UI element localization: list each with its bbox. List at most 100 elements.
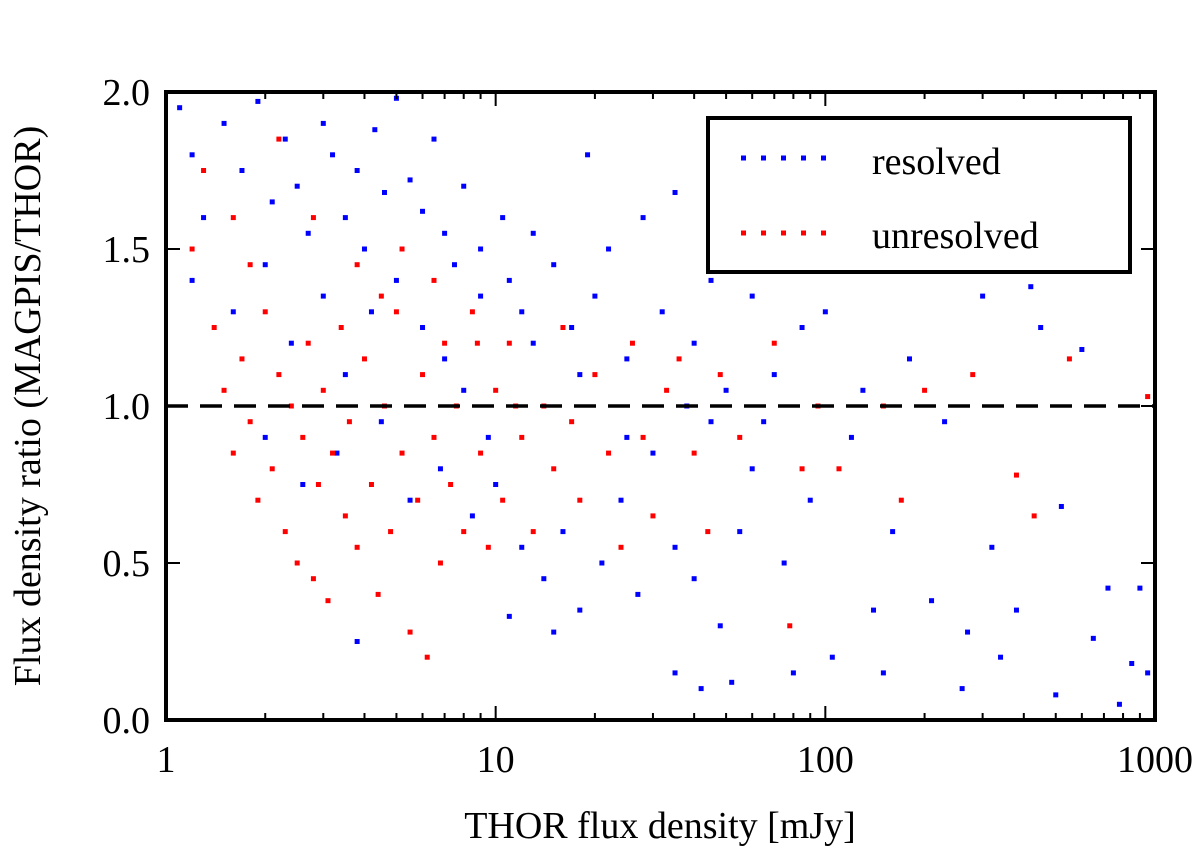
point-unresolved <box>375 591 381 597</box>
point-resolved <box>606 246 612 252</box>
point-resolved <box>771 372 777 378</box>
y-tick-labels: 0.0 0.5 1.0 1.5 2.0 <box>103 72 151 742</box>
point-unresolved <box>1013 472 1019 478</box>
point-resolved <box>807 497 813 503</box>
point-unresolved <box>361 356 367 362</box>
point-resolved <box>624 434 630 440</box>
point-resolved <box>1105 585 1111 591</box>
point-resolved <box>1145 670 1151 676</box>
point-unresolved <box>354 262 360 268</box>
point-resolved <box>361 246 367 252</box>
point-unresolved <box>493 387 499 393</box>
point-resolved <box>1013 607 1019 613</box>
point-resolved <box>577 607 583 613</box>
x-tick-label: 10 <box>477 739 515 781</box>
point-unresolved <box>288 403 294 409</box>
point-unresolved <box>469 309 475 315</box>
point-resolved <box>799 325 805 330</box>
point-resolved <box>737 529 743 535</box>
plot-frame <box>164 90 1157 722</box>
point-unresolved <box>368 482 374 487</box>
point-resolved <box>442 230 448 236</box>
point-resolved <box>342 215 348 221</box>
point-unresolved <box>551 466 557 472</box>
point-resolved <box>478 246 484 252</box>
point-resolved <box>860 387 866 393</box>
x-tick-label: 1000 <box>1117 739 1193 781</box>
point-resolved <box>906 356 912 362</box>
point-unresolved <box>640 434 646 440</box>
legend-dot <box>781 155 786 161</box>
point-resolved <box>551 629 557 635</box>
point-resolved <box>822 309 828 315</box>
point-resolved <box>989 544 995 550</box>
point-unresolved <box>315 482 321 487</box>
point-unresolved <box>346 419 352 425</box>
point-resolved <box>461 387 467 393</box>
y-tick-label: 0.0 <box>103 700 151 742</box>
point-resolved <box>691 576 697 582</box>
point-resolved <box>691 340 697 346</box>
point-resolved <box>749 466 755 472</box>
point-unresolved <box>506 340 512 346</box>
point-resolved <box>998 654 1004 660</box>
point-resolved <box>288 340 294 346</box>
point-unresolved <box>305 340 311 346</box>
point-resolved <box>790 670 796 676</box>
point-resolved <box>618 497 624 503</box>
point-resolved <box>381 189 387 195</box>
point-resolved <box>420 325 426 330</box>
point-resolved <box>1028 284 1034 290</box>
legend-marker-resolved <box>741 155 826 161</box>
point-resolved <box>294 183 300 189</box>
point-resolved <box>506 613 512 619</box>
point-resolved <box>980 293 986 299</box>
point-resolved <box>1090 635 1096 641</box>
point-resolved <box>221 120 227 126</box>
point-resolved <box>262 434 268 440</box>
point-unresolved <box>442 340 448 346</box>
point-unresolved <box>282 529 288 535</box>
point-resolved <box>959 686 965 692</box>
y-axis-label: Flux density ratio (MAGPIS/THOR) <box>7 126 49 687</box>
legend-frame <box>706 116 1132 274</box>
point-resolved <box>372 127 378 133</box>
point-unresolved <box>276 136 282 142</box>
legend-dot <box>801 155 806 161</box>
point-unresolved <box>664 387 670 393</box>
point-unresolved <box>276 372 282 378</box>
point-unresolved <box>737 434 743 440</box>
point-unresolved <box>330 450 336 456</box>
point-unresolved <box>310 215 316 221</box>
point-resolved <box>189 277 195 283</box>
point-unresolved <box>691 450 697 456</box>
point-resolved <box>320 120 326 126</box>
point-resolved <box>672 189 678 195</box>
y-tick-label: 1.0 <box>103 386 151 428</box>
point-resolved <box>1137 585 1143 591</box>
point-unresolved <box>420 372 426 378</box>
point-resolved <box>469 513 475 519</box>
point-resolved <box>320 293 326 299</box>
point-unresolved <box>560 325 566 330</box>
point-unresolved <box>230 450 236 456</box>
point-resolved <box>305 230 311 236</box>
point-resolved <box>880 670 886 676</box>
point-resolved <box>255 98 261 104</box>
point-unresolved <box>378 293 384 299</box>
point-unresolved <box>415 497 421 503</box>
point-resolved <box>723 387 729 393</box>
point-resolved <box>560 529 566 535</box>
point-unresolved <box>577 497 583 503</box>
x-axis-label: THOR flux density [mJy] <box>464 805 856 847</box>
point-resolved <box>420 208 426 214</box>
point-resolved <box>761 419 767 425</box>
point-unresolved <box>431 277 437 283</box>
point-resolved <box>330 152 336 158</box>
point-resolved <box>478 293 484 299</box>
point-resolved <box>624 356 630 362</box>
point-unresolved <box>399 246 405 252</box>
point-resolved <box>749 293 755 299</box>
point-resolved <box>500 215 506 221</box>
point-unresolved <box>799 466 805 472</box>
